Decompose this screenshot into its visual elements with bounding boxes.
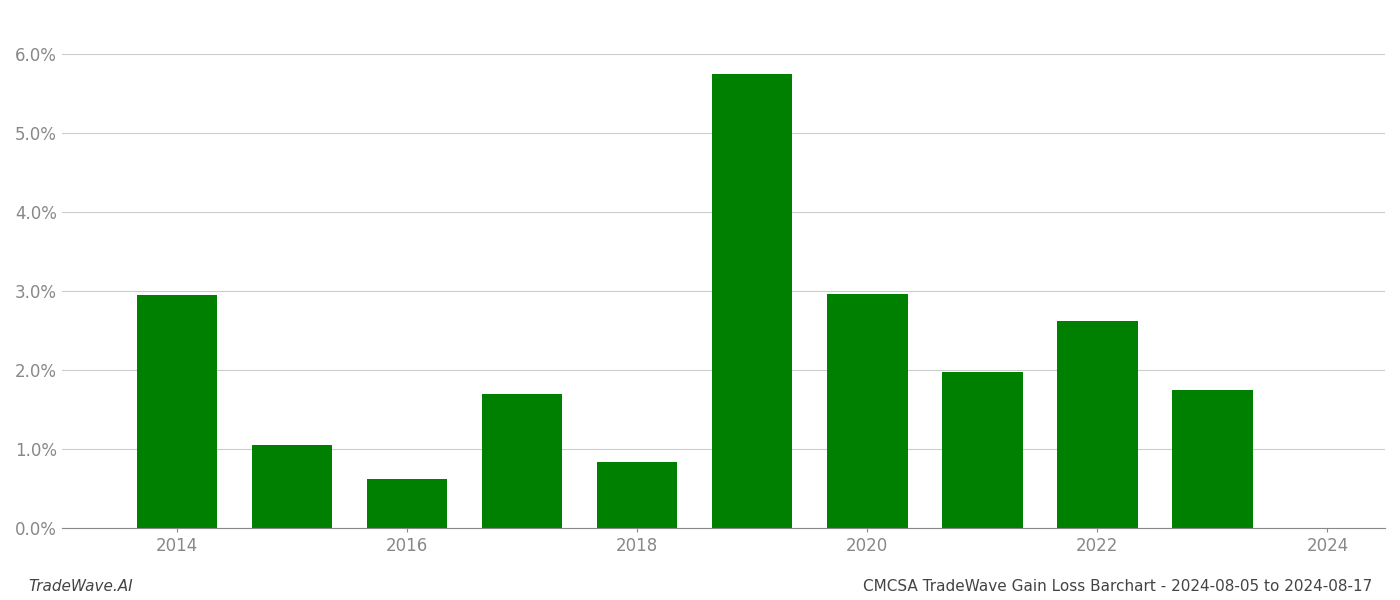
- Bar: [827, 293, 907, 528]
- Bar: [942, 372, 1022, 528]
- Bar: [367, 479, 447, 528]
- Bar: [137, 295, 217, 528]
- Bar: [713, 74, 792, 528]
- Bar: [1172, 390, 1253, 528]
- Bar: [1057, 321, 1138, 528]
- Text: TradeWave.AI: TradeWave.AI: [28, 579, 133, 594]
- Bar: [252, 445, 332, 528]
- Bar: [482, 394, 563, 528]
- Text: CMCSA TradeWave Gain Loss Barchart - 2024-08-05 to 2024-08-17: CMCSA TradeWave Gain Loss Barchart - 202…: [862, 579, 1372, 594]
- Bar: [596, 463, 678, 528]
